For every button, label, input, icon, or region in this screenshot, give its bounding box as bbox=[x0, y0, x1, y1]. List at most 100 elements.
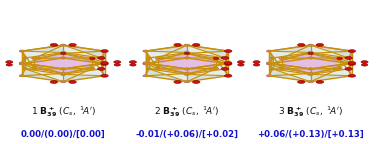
Polygon shape bbox=[22, 51, 25, 63]
Circle shape bbox=[101, 74, 108, 77]
Circle shape bbox=[221, 68, 229, 70]
Polygon shape bbox=[63, 74, 105, 82]
Circle shape bbox=[101, 50, 108, 53]
Polygon shape bbox=[187, 45, 228, 58]
Polygon shape bbox=[269, 51, 311, 73]
Circle shape bbox=[225, 50, 232, 53]
Polygon shape bbox=[269, 51, 273, 63]
Circle shape bbox=[19, 75, 25, 77]
Circle shape bbox=[32, 68, 37, 69]
Circle shape bbox=[297, 80, 305, 83]
Polygon shape bbox=[311, 51, 352, 63]
Polygon shape bbox=[269, 45, 311, 53]
Circle shape bbox=[238, 64, 244, 66]
Circle shape bbox=[143, 63, 149, 65]
Polygon shape bbox=[225, 63, 228, 76]
Circle shape bbox=[253, 61, 260, 63]
Polygon shape bbox=[22, 45, 63, 68]
Polygon shape bbox=[146, 63, 187, 69]
Polygon shape bbox=[311, 45, 352, 58]
Circle shape bbox=[225, 61, 232, 64]
Polygon shape bbox=[22, 53, 63, 64]
Polygon shape bbox=[146, 45, 187, 53]
Circle shape bbox=[316, 80, 324, 83]
Circle shape bbox=[192, 43, 200, 46]
Circle shape bbox=[184, 81, 190, 83]
Circle shape bbox=[174, 43, 181, 46]
Circle shape bbox=[6, 61, 13, 63]
Circle shape bbox=[32, 57, 37, 59]
Circle shape bbox=[60, 44, 66, 46]
Circle shape bbox=[90, 57, 95, 59]
Polygon shape bbox=[225, 51, 228, 69]
Circle shape bbox=[6, 64, 12, 66]
Text: $2$ $\mathbf{B_{39}^+}$ $(C_s,\ ^1\!A')$: $2$ $\mathbf{B_{39}^+}$ $(C_s,\ ^1\!A')$ bbox=[154, 105, 220, 119]
Circle shape bbox=[348, 61, 356, 64]
Polygon shape bbox=[349, 51, 352, 64]
Polygon shape bbox=[146, 51, 187, 73]
Polygon shape bbox=[34, 45, 105, 58]
Polygon shape bbox=[349, 51, 352, 69]
Polygon shape bbox=[101, 51, 105, 64]
Circle shape bbox=[270, 68, 275, 70]
Circle shape bbox=[60, 73, 66, 75]
Polygon shape bbox=[22, 63, 92, 73]
Polygon shape bbox=[146, 53, 187, 64]
Polygon shape bbox=[22, 63, 63, 69]
Polygon shape bbox=[225, 64, 228, 76]
Polygon shape bbox=[311, 74, 352, 82]
Polygon shape bbox=[22, 68, 92, 82]
Polygon shape bbox=[269, 45, 311, 68]
Polygon shape bbox=[63, 58, 105, 82]
Circle shape bbox=[221, 57, 229, 59]
Circle shape bbox=[22, 68, 28, 70]
Circle shape bbox=[213, 57, 219, 59]
Polygon shape bbox=[146, 63, 149, 76]
Circle shape bbox=[143, 75, 149, 77]
Circle shape bbox=[129, 61, 136, 63]
Polygon shape bbox=[269, 63, 311, 69]
Polygon shape bbox=[282, 53, 352, 64]
Circle shape bbox=[146, 68, 152, 70]
Circle shape bbox=[101, 62, 108, 65]
Circle shape bbox=[361, 61, 368, 63]
Circle shape bbox=[297, 43, 305, 46]
Polygon shape bbox=[101, 51, 105, 69]
Polygon shape bbox=[22, 51, 25, 64]
Circle shape bbox=[184, 72, 189, 74]
Circle shape bbox=[308, 73, 313, 75]
Polygon shape bbox=[63, 45, 105, 58]
Polygon shape bbox=[311, 63, 352, 74]
Circle shape bbox=[192, 80, 200, 83]
Circle shape bbox=[225, 62, 232, 65]
Polygon shape bbox=[187, 74, 228, 82]
Polygon shape bbox=[311, 53, 352, 76]
Circle shape bbox=[345, 68, 352, 70]
Circle shape bbox=[279, 68, 284, 69]
Circle shape bbox=[69, 80, 76, 83]
Polygon shape bbox=[187, 53, 228, 76]
Polygon shape bbox=[22, 58, 25, 76]
Polygon shape bbox=[146, 51, 149, 64]
Text: $1$ $\mathbf{B_{39}^+}$ $(C_s,\ ^1\!A')$: $1$ $\mathbf{B_{39}^+}$ $(C_s,\ ^1\!A')$ bbox=[31, 105, 96, 119]
Circle shape bbox=[308, 57, 313, 59]
Circle shape bbox=[50, 43, 58, 46]
Circle shape bbox=[308, 44, 313, 46]
Polygon shape bbox=[101, 64, 105, 76]
Circle shape bbox=[184, 51, 190, 54]
Polygon shape bbox=[349, 63, 352, 76]
Polygon shape bbox=[187, 63, 228, 74]
Polygon shape bbox=[22, 64, 63, 76]
Polygon shape bbox=[225, 51, 228, 64]
Polygon shape bbox=[146, 51, 149, 63]
Circle shape bbox=[143, 50, 149, 52]
Polygon shape bbox=[269, 63, 339, 73]
Circle shape bbox=[184, 44, 190, 46]
Circle shape bbox=[214, 68, 218, 69]
Polygon shape bbox=[63, 53, 105, 76]
Polygon shape bbox=[349, 64, 352, 76]
Circle shape bbox=[308, 72, 313, 74]
Polygon shape bbox=[22, 58, 63, 68]
Circle shape bbox=[237, 61, 245, 63]
Circle shape bbox=[279, 57, 284, 59]
